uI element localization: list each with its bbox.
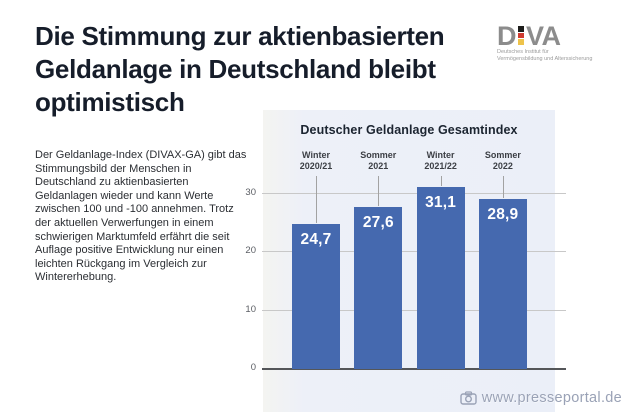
page-title: Die Stimmung zur aktienbasierten Geldanl… (35, 21, 445, 117)
flag-black-stripe (518, 26, 524, 32)
y-tick-label: 0 (250, 362, 256, 373)
watermark: www.presseportal.de (460, 390, 622, 406)
chart-title: Deutscher Geldanlage Gesamtindex (300, 123, 518, 137)
logo-letters-va: VA (526, 21, 561, 51)
intro-text: Der Geldanlage-Index (DIVAX-GA) gibt das… (35, 149, 247, 284)
logo-letter-d: D (497, 21, 517, 51)
flag-red-stripe (518, 32, 524, 39)
watermark-text: www.presseportal.de (481, 390, 622, 406)
chart-panel (263, 110, 555, 412)
diva-wordmark: D VA (497, 21, 617, 51)
logo-subtitle-line2: Vermögensbildung und Alterssicherung (497, 55, 593, 62)
camera-icon (460, 391, 477, 405)
german-flag-icon (518, 26, 524, 46)
logo-subtitle-line1: Deutsches Institut für (497, 49, 549, 55)
flag-gold-stripe (518, 39, 524, 46)
logo-subtitle: Deutsches Institut für Vermögensbildung … (497, 49, 617, 62)
diva-logo: D VA Deutsches Institut für Vermögensbil… (497, 21, 617, 62)
y-tick-label: 10 (245, 303, 256, 315)
